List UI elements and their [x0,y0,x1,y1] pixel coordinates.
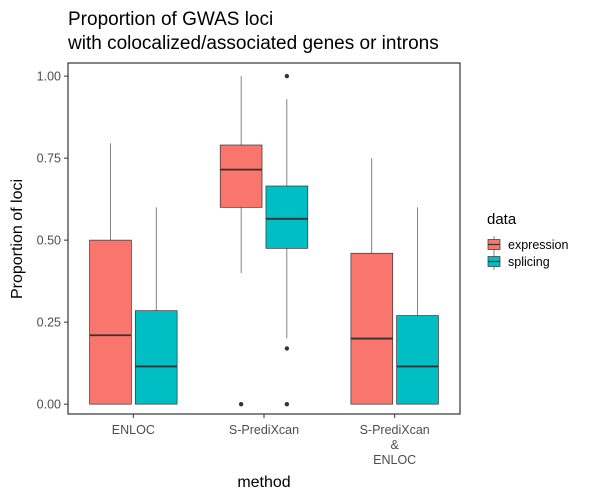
y-tick-label: 0.50 [37,234,61,248]
outlier-point [284,346,290,351]
x-tick-label: ENLOC [373,453,416,467]
y-axis-title: Proportion of loci [9,179,26,299]
y-tick-label: 0.00 [37,398,61,412]
plot-area: 0.00 0.25 0.50 0.75 1.00 ENLOC S-PrediXcan S-Pr… [37,62,461,467]
x-tick-label: ENLOC [112,423,155,437]
box-splicing-1 [265,73,309,407]
y-tick-label: 1.00 [37,70,61,84]
box-splicing-0 [134,207,178,405]
legend-label: splicing [508,255,550,269]
box-body [396,315,439,405]
panel-border [67,62,461,415]
box-splicing-2 [396,207,439,405]
box-body [219,144,263,208]
y-tick-label: 0.25 [37,316,61,330]
x-axis-title: method [237,474,290,491]
x-tick-label: S-PrediXcan [360,423,430,437]
legend-item-expression: expression [487,236,568,253]
chart-title-line-1: Proportion of GWAS loci [68,9,273,30]
x-tick-label: & [390,438,399,452]
chart-title-line-2: with colocalized/associated genes or int… [67,33,439,54]
legend-title: data [487,211,517,228]
box-expression-0 [89,143,132,405]
box-body [265,185,309,249]
x-tick-label: S-PrediXcan [229,423,299,437]
box-body [350,252,394,405]
outlier-point [238,401,244,407]
box-body [134,310,178,405]
box-expression-2 [350,158,394,405]
legend-label: expression [508,238,568,252]
box-expression-1 [219,76,263,407]
legend-item-splicing: splicing [487,253,550,270]
outlier-point [284,401,290,407]
outlier-point [284,73,290,79]
box-body [89,239,132,405]
legend: data expression splicing [487,211,568,270]
y-tick-label: 0.75 [37,152,61,166]
